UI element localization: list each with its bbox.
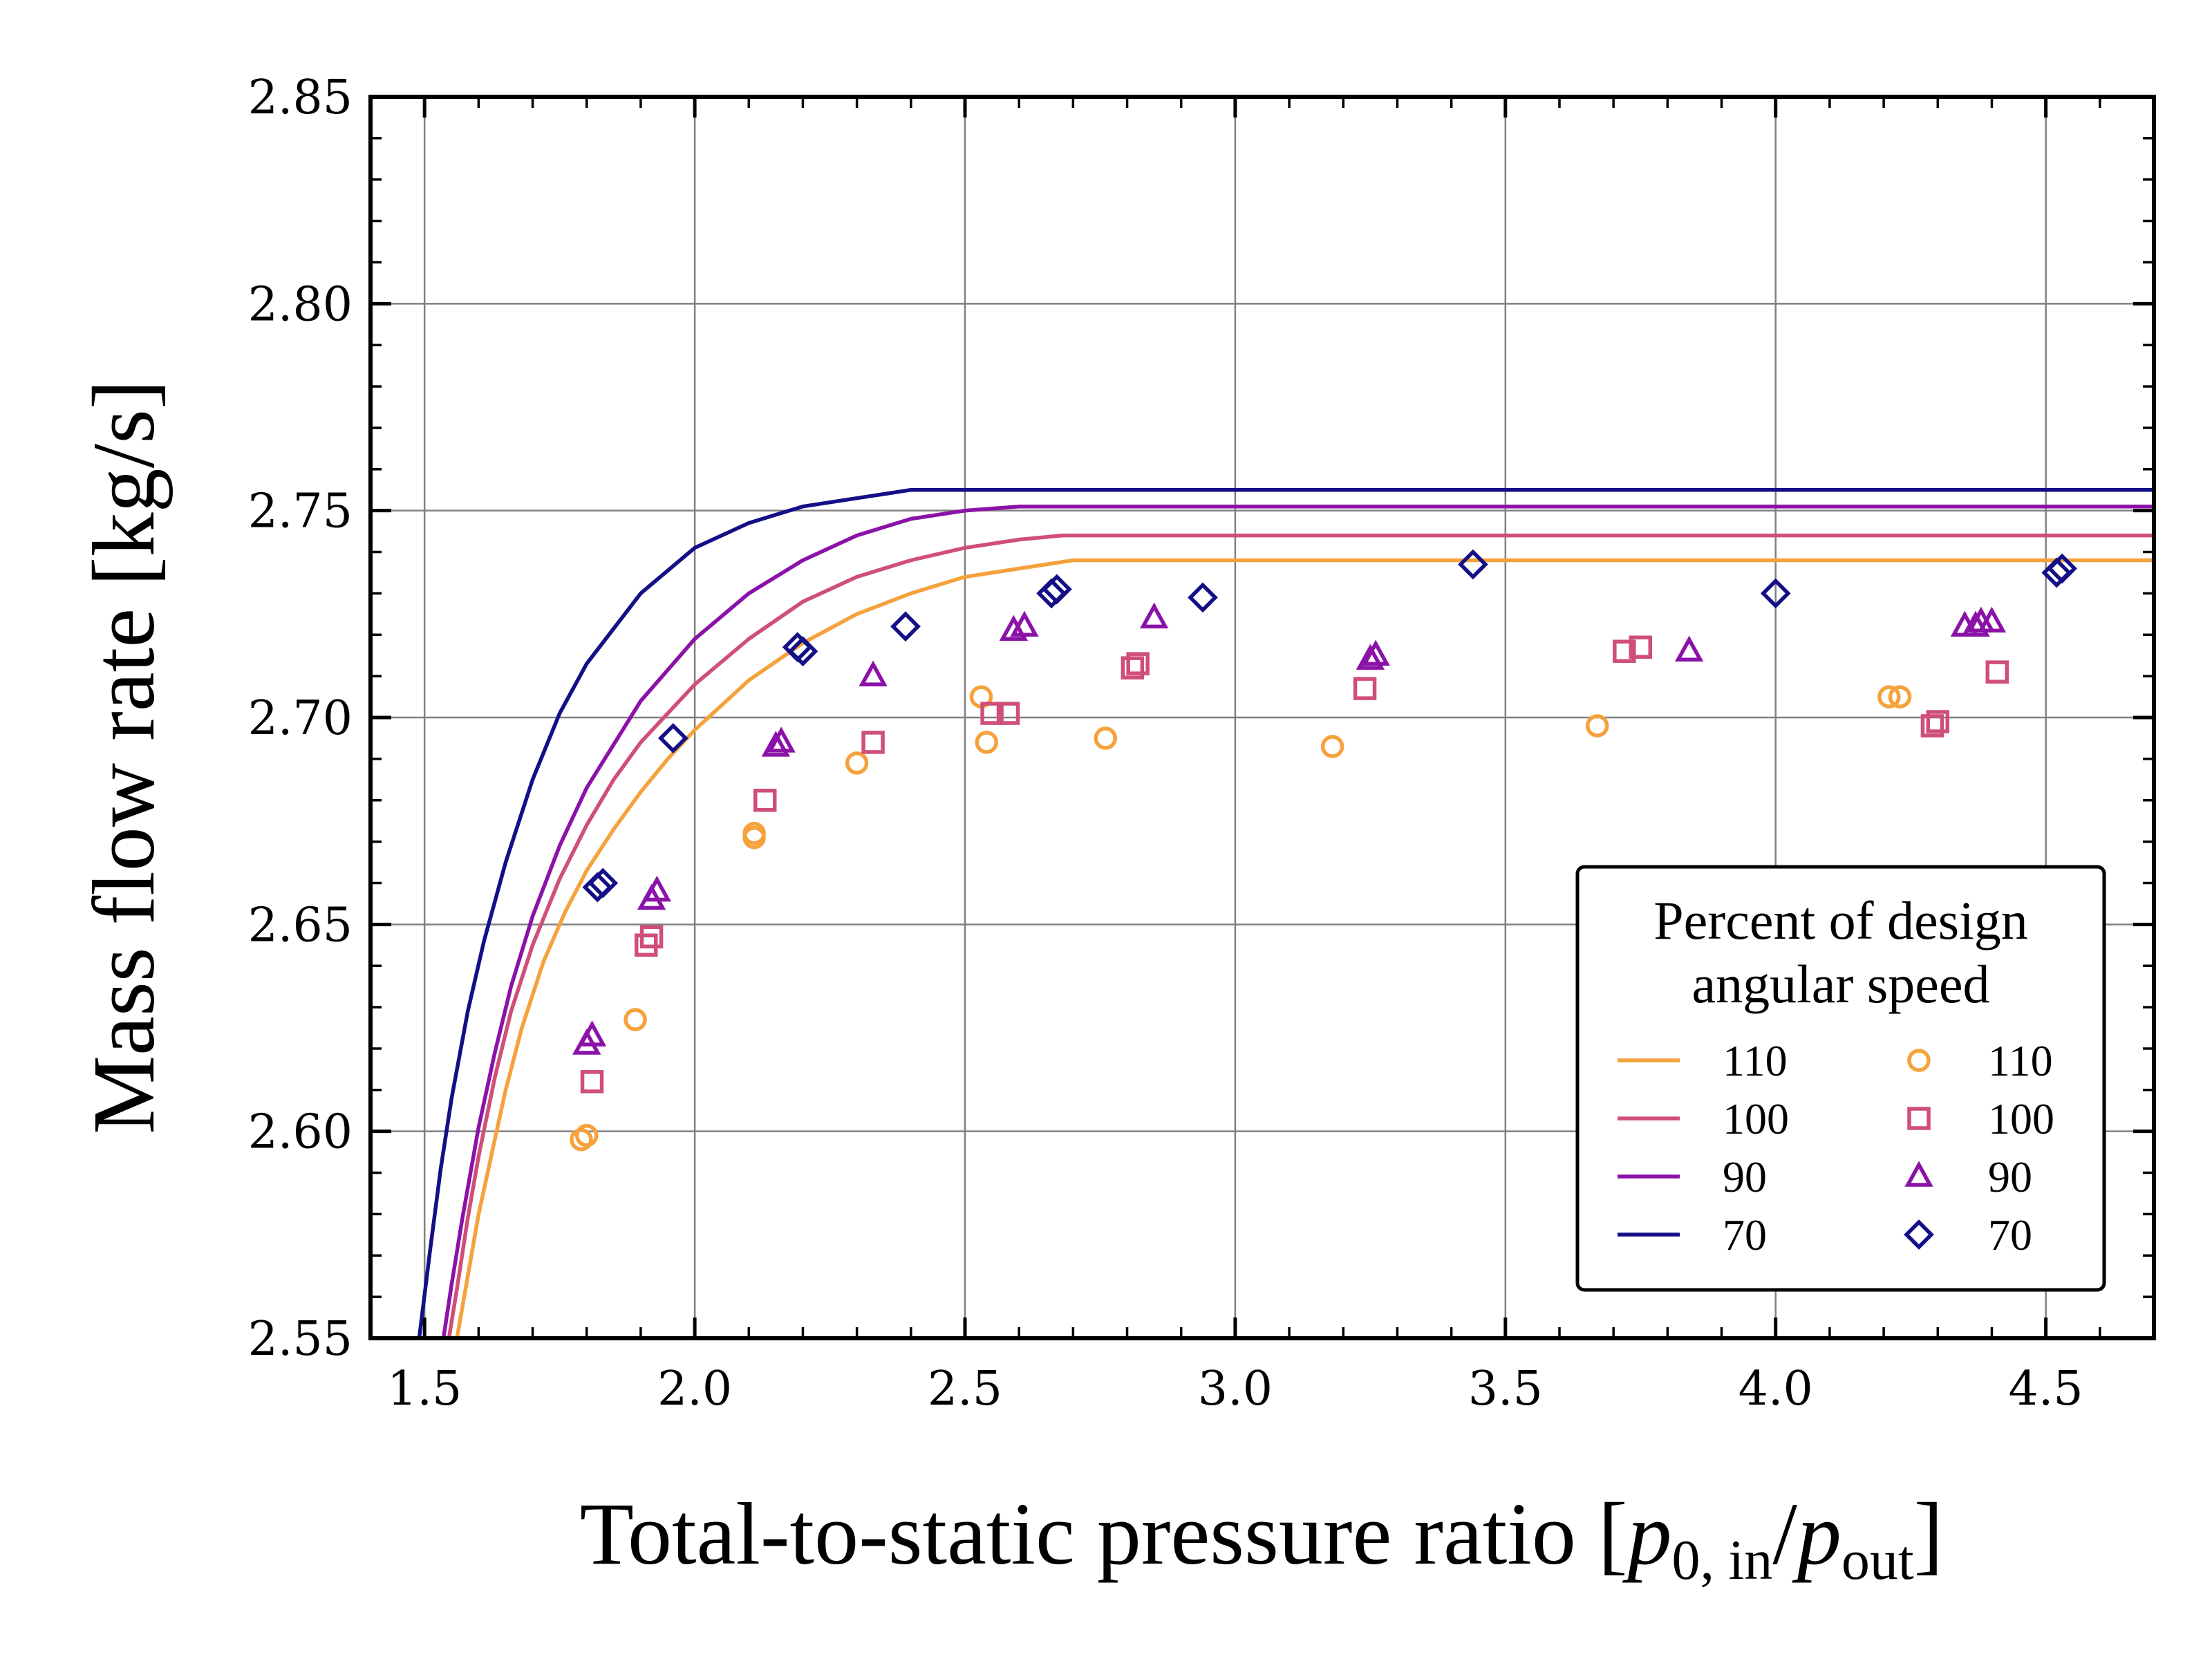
point-90 [1961, 610, 1990, 637]
point-90 [577, 1020, 607, 1047]
point-90 [1139, 602, 1169, 629]
legend-line-label: 70 [1723, 1210, 1767, 1259]
line-series-70 [417, 487, 2154, 1339]
legend-line-label: 100 [1723, 1094, 1789, 1143]
legend-marker-label: 90 [1988, 1152, 2032, 1201]
point-100 [1920, 714, 1944, 738]
legend-title-line2: angular speed [1692, 954, 1990, 1014]
legend-box [1575, 865, 2106, 1292]
point-110 [574, 1123, 599, 1147]
x-tick-label: 3.5 [1468, 1362, 1543, 1416]
y-tick-label: 2.60 [248, 1105, 353, 1160]
legend-marker-label: 70 [1988, 1210, 2032, 1259]
measured-markers [570, 549, 2077, 1152]
point-90 [761, 731, 791, 757]
y-tick-label: 2.70 [248, 691, 353, 746]
point-110 [624, 1008, 647, 1031]
x-axis-title-var1: p [1622, 1485, 1672, 1583]
x-axis-title-sub1: 0, in [1672, 1528, 1773, 1591]
point-90 [1010, 610, 1039, 637]
model-lines [417, 487, 2154, 1339]
tick-labels: 1.5 2.0 2.5 3.0 3.5 4.0 4.5 2.55 2.60 2.65 2.70 2.7… [248, 71, 2083, 1416]
point-100 [580, 1070, 604, 1094]
point-100 [1121, 656, 1145, 679]
x-tick-label: 2.5 [928, 1362, 1002, 1416]
point-100 [1613, 639, 1636, 663]
legend: Percent of design angular speed 110 100 90… [1575, 865, 2106, 1292]
point-90 [999, 615, 1029, 641]
point-100 [639, 925, 664, 949]
ticks [369, 95, 2155, 1340]
x-tick-label: 4.0 [1738, 1362, 1813, 1416]
legend-line-label: 110 [1723, 1036, 1788, 1085]
point-90 [1674, 635, 1704, 662]
legend-line-label: 90 [1723, 1152, 1767, 1201]
point-110 [975, 731, 999, 754]
y-tick-label: 2.55 [248, 1312, 353, 1367]
legend-marker-label: 110 [1988, 1036, 2053, 1085]
point-70 [1188, 582, 1218, 613]
y-tick-label: 2.75 [248, 485, 353, 539]
point-70 [1760, 578, 1791, 609]
y-tick-label: 2.80 [248, 277, 353, 332]
x-axis-title-sub2: out [1841, 1528, 1914, 1591]
line-series-90 [441, 504, 2154, 1339]
point-70 [2047, 553, 2077, 584]
legend-marker-110 [1907, 1049, 1931, 1072]
point-70 [1458, 549, 1488, 580]
x-axis-title: Total-to-static pressure ratio [p0, in/p… [580, 1485, 1944, 1591]
point-110 [742, 825, 766, 850]
point-70 [1042, 574, 1072, 605]
line-series-110 [455, 558, 2154, 1339]
point-90 [1361, 639, 1390, 666]
legend-marker-100 [1907, 1107, 1931, 1130]
x-tick-label: 3.0 [1198, 1362, 1273, 1416]
legend-marker-label: 100 [1988, 1094, 2054, 1143]
point-100 [1985, 660, 2009, 684]
point-110 [1877, 685, 1901, 709]
point-100 [1126, 652, 1150, 675]
y-tick-label: 2.65 [248, 898, 353, 953]
point-110 [570, 1127, 593, 1152]
point-90 [1977, 606, 2007, 633]
point-70 [588, 868, 619, 899]
point-100 [1926, 710, 1950, 733]
y-tick-label: 2.85 [248, 71, 353, 125]
point-100 [861, 731, 885, 754]
point-110 [1585, 714, 1609, 738]
point-90 [642, 875, 672, 902]
point-70 [657, 723, 688, 753]
point-90 [859, 660, 888, 686]
legend-marker-90 [1904, 1161, 1933, 1187]
x-tick-label: 1.5 [387, 1362, 462, 1416]
point-110 [1094, 727, 1118, 750]
point-100 [1353, 677, 1377, 700]
x-axis-title-prefix: Total-to-static pressure ratio [ [580, 1485, 1628, 1583]
x-tick-label: 4.5 [2009, 1362, 2083, 1416]
point-70 [890, 611, 921, 642]
point-110 [1888, 685, 1912, 709]
legend-title-line1: Percent of design [1653, 890, 2028, 950]
point-70 [787, 636, 818, 667]
point-100 [1629, 635, 1653, 659]
x-axis-title-suffix: ] [1914, 1485, 1944, 1583]
point-100 [753, 788, 777, 812]
legend-entries: 110 100 90 70 110 100 90 70 [1618, 1036, 2054, 1259]
line-series-100 [447, 533, 2154, 1339]
point-110 [1320, 735, 1344, 758]
y-axis-title: Mass flow rate [kg/s] [75, 379, 173, 1134]
x-axis-title-slash: / [1772, 1485, 1797, 1583]
x-tick-label: 2.0 [657, 1362, 732, 1416]
point-100 [980, 702, 1004, 725]
point-110 [845, 751, 869, 775]
point-90 [767, 727, 796, 753]
legend-marker-70 [1904, 1219, 1934, 1250]
point-90 [1356, 644, 1385, 670]
point-100 [996, 702, 1020, 725]
x-axis-title-var2: p [1792, 1485, 1841, 1583]
